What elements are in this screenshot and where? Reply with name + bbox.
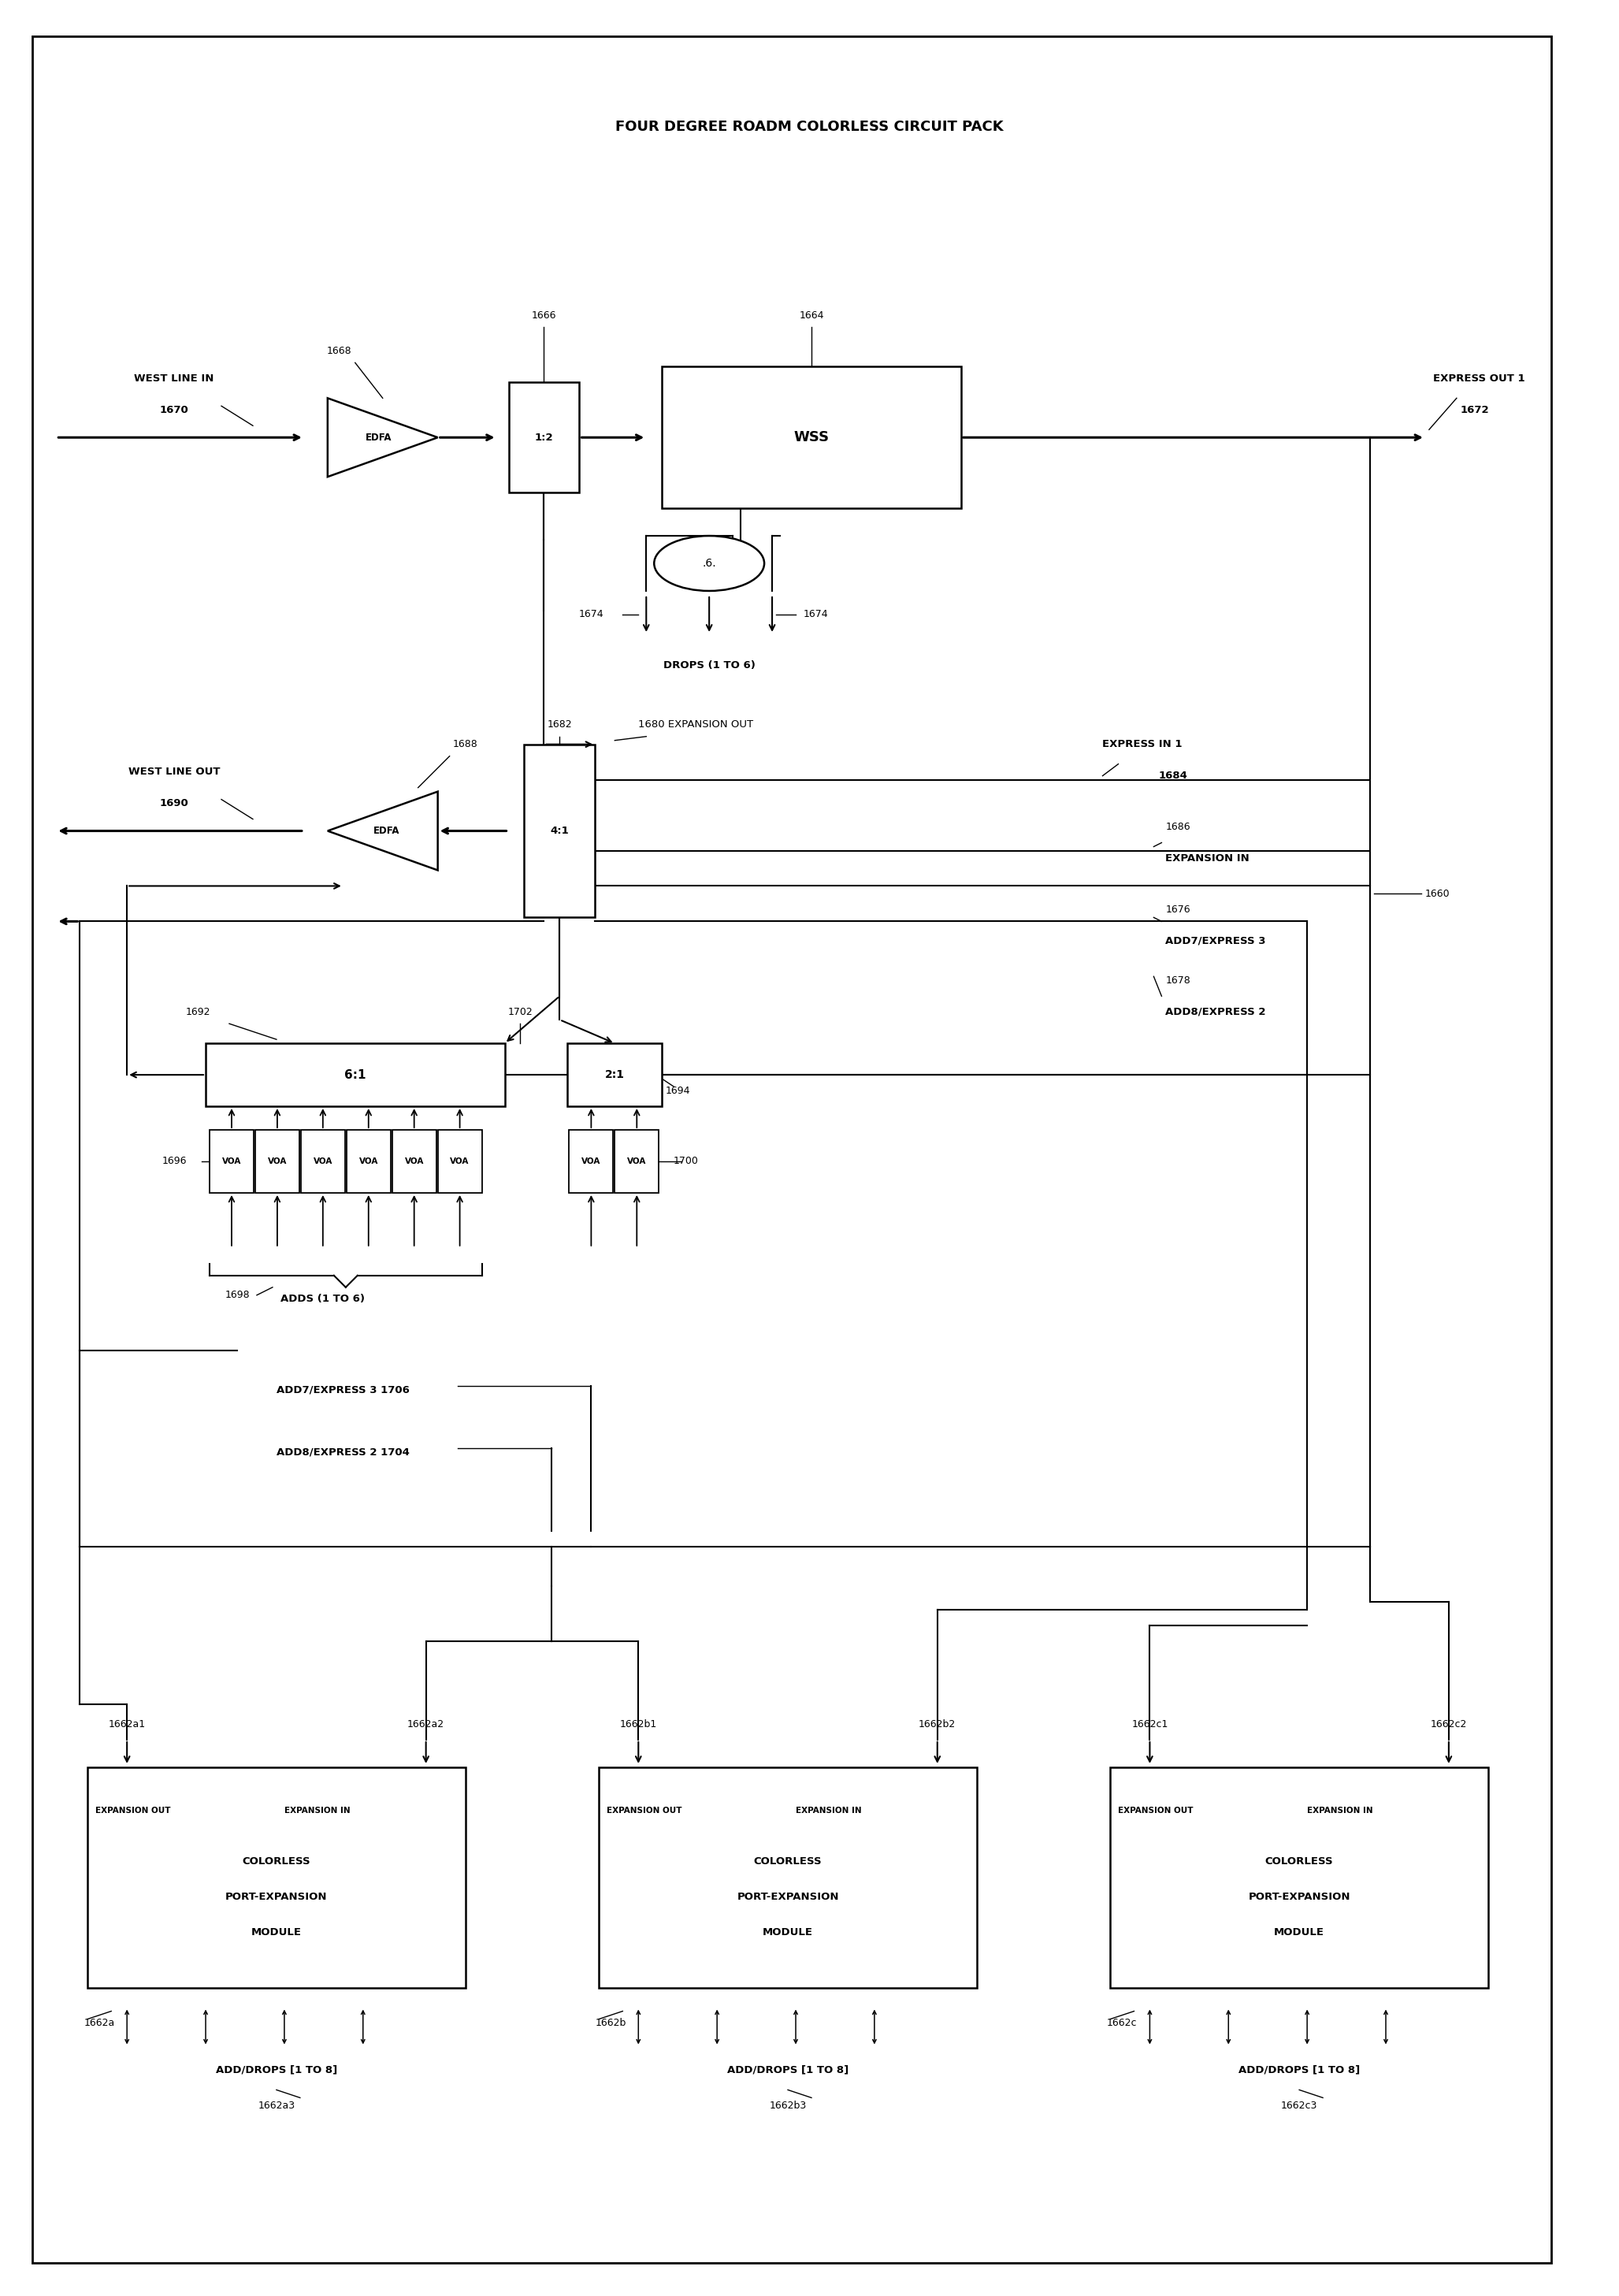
Text: 1700: 1700	[674, 1157, 698, 1166]
Text: 2:1: 2:1	[606, 1070, 625, 1081]
Bar	[346, 1130, 390, 1194]
Text: VOA: VOA	[314, 1157, 332, 1166]
Text: VOA: VOA	[627, 1157, 646, 1166]
Text: ADD7/EXPRESS 3 1706: ADD7/EXPRESS 3 1706	[277, 1384, 410, 1394]
Text: PORT-EXPANSION: PORT-EXPANSION	[737, 1892, 839, 1901]
Bar	[570, 1130, 614, 1194]
Text: EXPANSION OUT: EXPANSION OUT	[96, 1807, 170, 1814]
Text: ADD7/EXPRESS 3: ADD7/EXPRESS 3	[1166, 937, 1266, 946]
Text: 1696: 1696	[162, 1157, 186, 1166]
Text: EXPANSION IN: EXPANSION IN	[1307, 1807, 1373, 1814]
Ellipse shape	[654, 535, 764, 590]
Text: COLORLESS: COLORLESS	[1264, 1857, 1334, 1867]
Bar	[568, 1042, 662, 1107]
Text: 1662a1: 1662a1	[108, 1720, 146, 1729]
Text: 1666: 1666	[531, 310, 557, 321]
Text: VOA: VOA	[222, 1157, 241, 1166]
Text: MODULE: MODULE	[1274, 1926, 1324, 1938]
Text: 1692: 1692	[186, 1006, 210, 1017]
Text: 1698: 1698	[225, 1290, 251, 1300]
Text: EDFA: EDFA	[374, 827, 400, 836]
Text: ADD/DROPS [1 TO 8]: ADD/DROPS [1 TO 8]	[1239, 2064, 1360, 2076]
Text: PORT-EXPANSION: PORT-EXPANSION	[225, 1892, 327, 1901]
Text: 1688: 1688	[453, 739, 478, 748]
Text: WEST LINE IN: WEST LINE IN	[134, 374, 214, 383]
Text: MODULE: MODULE	[251, 1926, 301, 1938]
Bar	[525, 744, 596, 918]
Text: ADDS (1 TO 6): ADDS (1 TO 6)	[280, 1295, 364, 1304]
Text: 1676: 1676	[1166, 905, 1190, 914]
Text: WEST LINE OUT: WEST LINE OUT	[128, 767, 220, 776]
Text: EXPRESS OUT 1: EXPRESS OUT 1	[1433, 374, 1525, 383]
Text: 1:2: 1:2	[534, 432, 554, 443]
Text: 1662b2: 1662b2	[918, 1720, 955, 1729]
Text: EXPANSION IN: EXPANSION IN	[795, 1807, 861, 1814]
Polygon shape	[327, 397, 437, 478]
Text: 1686: 1686	[1166, 822, 1190, 831]
Text: 1662c3: 1662c3	[1281, 2101, 1318, 2110]
Text: 1684: 1684	[1159, 771, 1188, 781]
Text: 1662a3: 1662a3	[257, 2101, 295, 2110]
Text: VOA: VOA	[359, 1157, 379, 1166]
Text: 6:1: 6:1	[345, 1070, 366, 1081]
Text: 1678: 1678	[1166, 976, 1190, 985]
Text: 1662c2: 1662c2	[1431, 1720, 1467, 1729]
Bar	[206, 1042, 505, 1107]
Bar	[392, 1130, 436, 1194]
Text: VOA: VOA	[405, 1157, 424, 1166]
Text: EXPANSION OUT: EXPANSION OUT	[607, 1807, 682, 1814]
Text: ADD/DROPS [1 TO 8]: ADD/DROPS [1 TO 8]	[727, 2064, 848, 2076]
Bar	[599, 1768, 976, 1988]
Text: WSS: WSS	[793, 429, 829, 445]
Bar	[615, 1130, 659, 1194]
Text: 1682: 1682	[547, 719, 572, 730]
Text: .6.: .6.	[703, 558, 716, 569]
Text: 1702: 1702	[508, 1006, 533, 1017]
Text: 1662b: 1662b	[596, 2018, 627, 2027]
Bar	[1111, 1768, 1488, 1988]
Text: 1672: 1672	[1460, 404, 1489, 416]
Text: ADD/DROPS [1 TO 8]: ADD/DROPS [1 TO 8]	[215, 2064, 337, 2076]
Text: 1690: 1690	[160, 799, 189, 808]
Bar	[662, 367, 962, 507]
Text: 1680 EXPANSION OUT: 1680 EXPANSION OUT	[638, 719, 753, 730]
Text: ADD8/EXPRESS 2: ADD8/EXPRESS 2	[1166, 1006, 1266, 1017]
Bar	[437, 1130, 482, 1194]
Bar	[256, 1130, 300, 1194]
Text: 1664: 1664	[800, 310, 824, 321]
Text: PORT-EXPANSION: PORT-EXPANSION	[1248, 1892, 1350, 1901]
Text: EXPANSION OUT: EXPANSION OUT	[1119, 1807, 1193, 1814]
Text: 1674: 1674	[578, 608, 604, 620]
Text: 1662a2: 1662a2	[408, 1720, 445, 1729]
Text: EDFA: EDFA	[366, 432, 392, 443]
Text: EXPANSION IN: EXPANSION IN	[285, 1807, 350, 1814]
Bar	[301, 1130, 345, 1194]
Text: 1674: 1674	[803, 608, 827, 620]
Text: 1660: 1660	[1425, 889, 1451, 900]
Text: 1662b1: 1662b1	[620, 1720, 657, 1729]
Polygon shape	[327, 792, 437, 870]
Text: 1694: 1694	[665, 1086, 690, 1095]
Text: 1662c: 1662c	[1106, 2018, 1137, 2027]
Bar	[209, 1130, 254, 1194]
Text: 4:1: 4:1	[550, 827, 568, 836]
Text: ADD8/EXPRESS 2 1704: ADD8/EXPRESS 2 1704	[277, 1446, 410, 1458]
Text: 1662c1: 1662c1	[1132, 1720, 1167, 1729]
Text: VOA: VOA	[450, 1157, 470, 1166]
Text: DROPS (1 TO 6): DROPS (1 TO 6)	[664, 661, 754, 670]
Text: COLORLESS: COLORLESS	[243, 1857, 311, 1867]
Text: EXPANSION IN: EXPANSION IN	[1166, 854, 1250, 863]
Text: 1662a: 1662a	[84, 2018, 115, 2027]
Text: 1662b3: 1662b3	[769, 2101, 806, 2110]
Text: FOUR DEGREE ROADM COLORLESS CIRCUIT PACK: FOUR DEGREE ROADM COLORLESS CIRCUIT PACK	[615, 119, 1004, 133]
Text: 1668: 1668	[327, 347, 351, 356]
Bar	[87, 1768, 465, 1988]
Bar	[508, 383, 580, 494]
Text: 1670: 1670	[160, 404, 189, 416]
Text: VOA: VOA	[581, 1157, 601, 1166]
Text: VOA: VOA	[267, 1157, 287, 1166]
Text: EXPRESS IN 1: EXPRESS IN 1	[1103, 739, 1182, 748]
Text: COLORLESS: COLORLESS	[754, 1857, 822, 1867]
Text: MODULE: MODULE	[763, 1926, 813, 1938]
